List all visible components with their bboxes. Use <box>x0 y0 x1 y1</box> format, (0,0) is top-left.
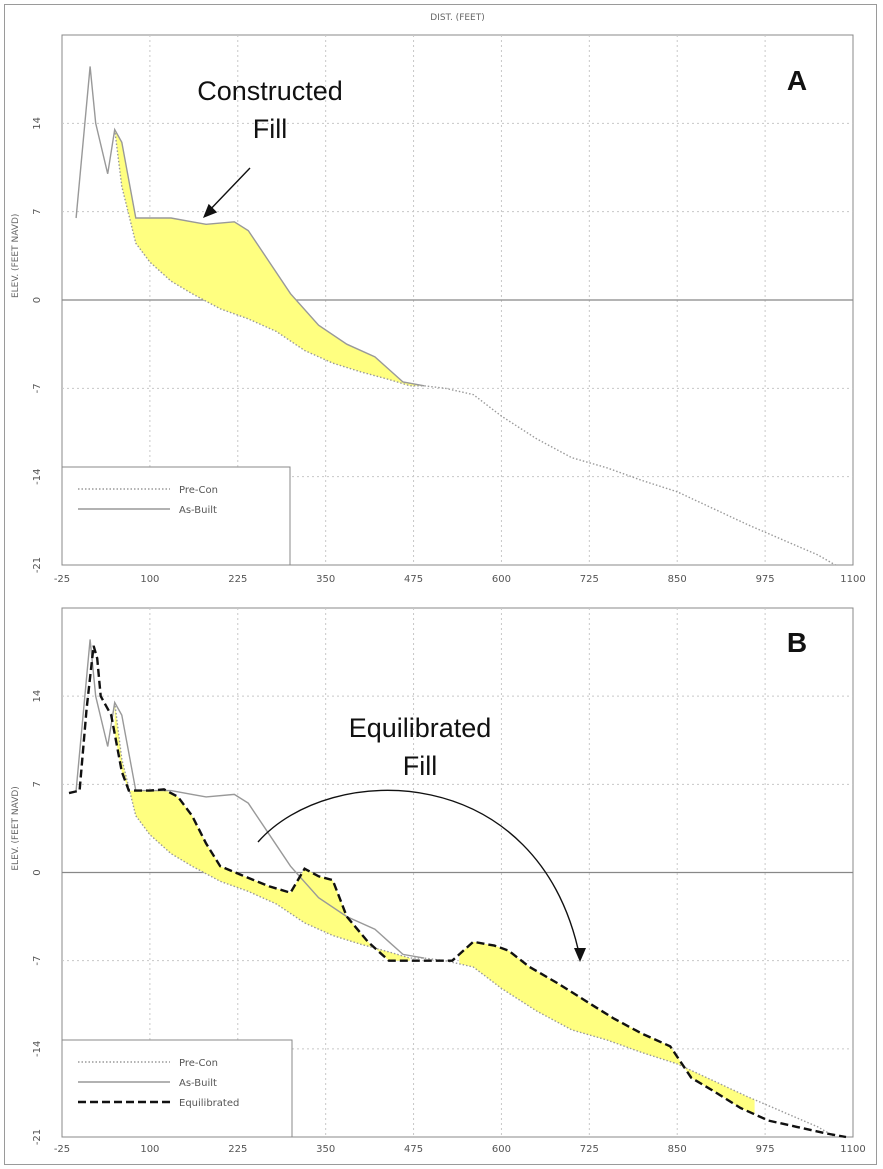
y-tick-label: 7 <box>32 781 43 787</box>
x-tick-label: 975 <box>756 574 775 585</box>
legend-label: Pre-Con <box>179 485 218 496</box>
y-axis-title: ELEV. (FEET NAVD) <box>11 214 21 298</box>
annotation-arrow <box>204 167 251 216</box>
x-tick-label: 725 <box>580 574 599 585</box>
legend-label: Pre-Con <box>179 1058 218 1069</box>
y-tick-label: -14 <box>32 1041 43 1057</box>
figure-frame <box>4 4 877 1165</box>
legend-box <box>61 1039 293 1138</box>
x-tick-label: 100 <box>140 574 159 585</box>
x-axis-title: DIST. (FEET) <box>430 13 485 23</box>
y-tick-label: -21 <box>32 557 43 573</box>
panel-letter: A <box>787 65 807 96</box>
y-tick-label: -21 <box>32 1129 43 1145</box>
fill-area-constructed <box>114 129 425 386</box>
annotation-text: Constructed <box>197 76 343 106</box>
legend-label: As-Built <box>179 505 217 516</box>
x-tick-label: -25 <box>54 574 70 585</box>
x-tick-label: 225 <box>228 1144 247 1155</box>
panel-A: -25 100 225 350 475 600 725 850 975 1100 14 7 0 -7 -14… <box>11 13 866 585</box>
series-line-as-built <box>75 639 425 959</box>
legend-label: Equilibrated <box>179 1098 239 1109</box>
x-tick-label: 350 <box>316 1144 335 1155</box>
legend-box <box>61 466 291 566</box>
series-line-as-built <box>75 66 425 387</box>
x-tick-label: 725 <box>580 1144 599 1155</box>
y-tick-label: 0 <box>32 869 43 875</box>
y-tick-label: -7 <box>32 383 43 393</box>
x-tick-label: 600 <box>492 574 511 585</box>
y-tick-label: 14 <box>32 117 43 130</box>
x-tick-label: 1100 <box>840 574 865 585</box>
fill-area-equilibrated-nearshore <box>114 702 410 961</box>
x-tick-label: 850 <box>668 1144 687 1155</box>
arrow-head <box>574 948 586 962</box>
x-tick-label: 100 <box>140 1144 159 1155</box>
annotation-text: Fill <box>403 751 438 781</box>
arrow-head <box>203 203 218 218</box>
y-tick-label: 0 <box>32 297 43 303</box>
y-axis-title: ELEV. (FEET NAVD) <box>11 786 21 870</box>
x-tick-label: 1100 <box>840 1144 865 1155</box>
x-tick-label: 975 <box>756 1144 775 1155</box>
x-tick-label: 350 <box>316 574 335 585</box>
panel-letter: B <box>787 627 807 658</box>
annotation-text: Fill <box>253 114 288 144</box>
annotation-arrow <box>257 789 581 959</box>
y-tick-label: -7 <box>32 956 43 966</box>
annotation-text: Equilibrated <box>349 713 492 743</box>
x-tick-label: 225 <box>228 574 247 585</box>
y-tick-label: 7 <box>32 208 43 214</box>
series-line-equilibrated <box>68 645 847 1139</box>
x-tick-label: 475 <box>404 1144 423 1155</box>
x-tick-label: 850 <box>668 574 687 585</box>
legend-label: As-Built <box>179 1078 217 1089</box>
series-line-pre-con <box>114 129 836 566</box>
panel-B: -25 100 225 350 475 600 725 850 975 1100 14 7 0 -7 -14… <box>11 607 866 1155</box>
x-tick-label: 475 <box>404 574 423 585</box>
y-tick-label: 14 <box>32 690 43 703</box>
x-tick-label: 600 <box>492 1144 511 1155</box>
y-tick-label: -14 <box>32 468 43 484</box>
fill-area-equilibrated-offshore <box>459 941 755 1115</box>
x-tick-label: -25 <box>54 1144 70 1155</box>
